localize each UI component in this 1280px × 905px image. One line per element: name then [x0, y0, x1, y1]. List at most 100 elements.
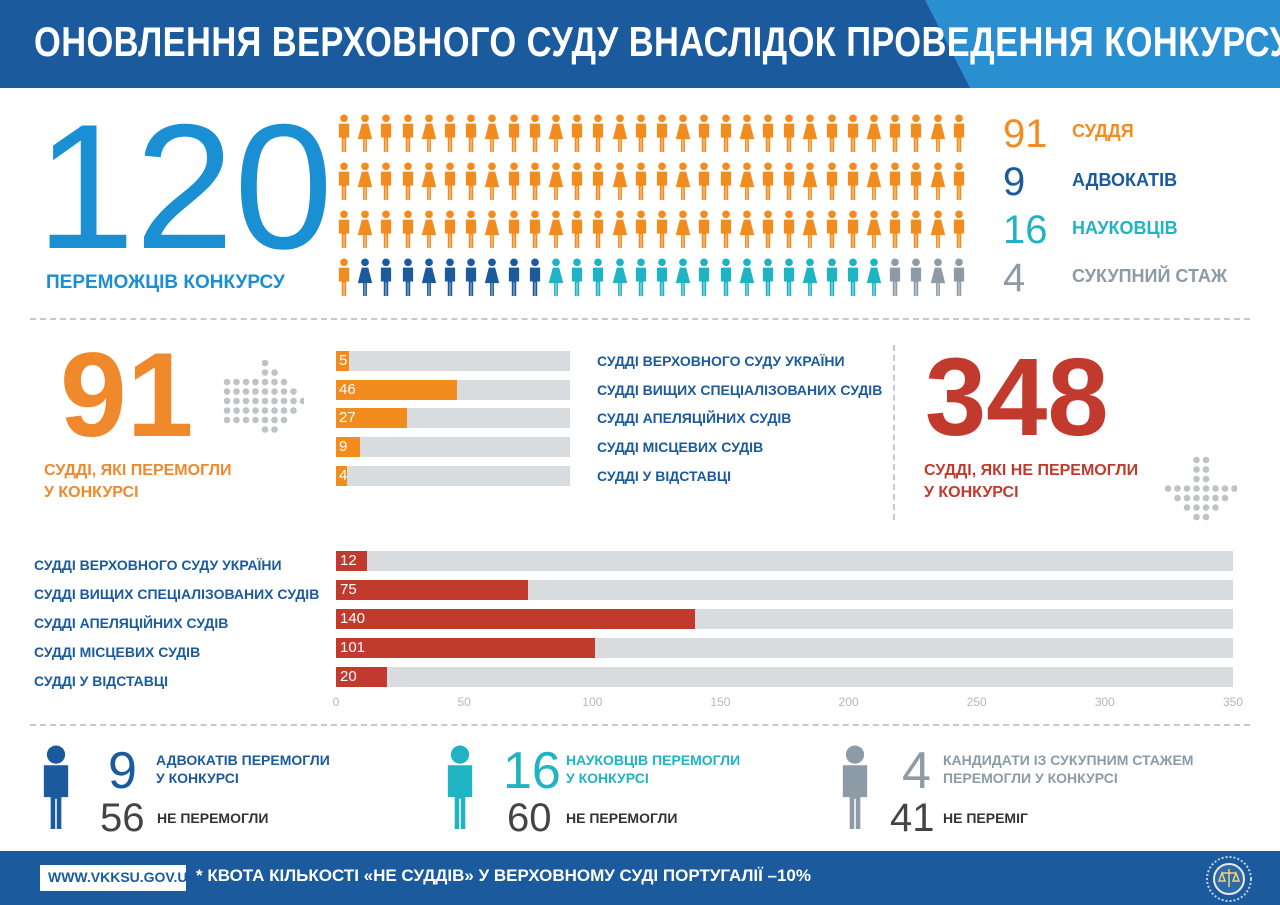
losing-judges-label-line1: СУДДІ, ЯКІ НЕ ПЕРЕМОГЛИ	[924, 462, 1139, 479]
arrow-dot	[223, 388, 231, 395]
arrow-dot	[1202, 466, 1210, 473]
arrow-dot	[1212, 485, 1219, 492]
winners-bar-track: 4	[336, 466, 570, 486]
woman-icon	[930, 114, 945, 152]
woman-icon	[930, 258, 945, 296]
scientists-won-number: 16	[503, 742, 561, 800]
woman-icon	[612, 258, 627, 296]
scientists-won-label-line1: НАУКОВЦІВ ПЕРЕМОГЛИ	[566, 752, 741, 768]
man-icon	[656, 114, 668, 152]
man-icon	[699, 114, 710, 152]
arrow-dot	[1183, 485, 1191, 492]
man-icon	[784, 258, 795, 296]
woman-icon	[421, 162, 436, 200]
footer-bar	[0, 851, 1280, 905]
arrow-dot	[271, 426, 278, 433]
man-icon	[529, 114, 540, 152]
losers-axis-tick: 350	[1222, 695, 1244, 709]
page-title: ОНОВЛЕННЯ ВЕРХОВНОГО СУДУ ВНАСЛІДОК ПРОВ…	[34, 18, 1280, 65]
lawyers-won-label: АДВОКАТІВ ПЕРЕМОГЛИ У КОНКУРСІ	[156, 751, 330, 787]
arrow-dot	[280, 388, 288, 395]
woman-icon	[866, 258, 882, 296]
arrow-dot	[261, 369, 269, 376]
man-icon	[826, 210, 837, 248]
arrow-dot	[1174, 494, 1181, 502]
arrow-down-dots-icon	[1164, 456, 1237, 521]
man-icon	[762, 162, 774, 200]
woman-icon	[930, 210, 945, 248]
woman-icon	[548, 258, 564, 296]
woman-icon	[675, 114, 691, 152]
arrow-dot	[242, 416, 250, 424]
arrow-dot	[252, 378, 259, 386]
arrow-dot	[1193, 475, 1200, 483]
legend-experience-label: СУКУПНИЙ СТАЖ	[1072, 266, 1228, 286]
arrow-dot	[1202, 504, 1210, 511]
arrow-dot	[1183, 504, 1191, 511]
winning-judges-label: СУДДІ, ЯКІ ПЕРЕМОГЛИ У КОНКУРСІ	[44, 460, 231, 504]
woman-icon	[485, 162, 500, 200]
arrow-right-dots-icon	[223, 359, 304, 433]
man-icon	[911, 162, 922, 200]
legend-scientists-number: 16	[1003, 208, 1048, 252]
man-icon	[444, 258, 456, 296]
people-row	[336, 258, 966, 298]
arrow-dot	[261, 359, 269, 367]
winners-bar-track: 9	[336, 437, 570, 457]
arrow-dot	[242, 407, 250, 414]
arrow-dot	[1202, 475, 1210, 483]
losers-bar-value: 101	[340, 639, 366, 656]
arrow-dot	[233, 378, 240, 386]
woman-icon	[739, 114, 754, 152]
arrow-dot	[242, 378, 250, 386]
woman-icon	[485, 210, 500, 248]
woman-icon	[930, 162, 945, 200]
woman-icon	[739, 258, 754, 296]
winners-bar-value: 4	[339, 467, 348, 484]
man-icon	[635, 114, 646, 152]
man-icon	[635, 162, 646, 200]
arrow-dot	[1231, 485, 1237, 492]
arrow-dot	[261, 388, 269, 395]
footer-url-link[interactable]: WWW.VKKSU.GOV.UA	[48, 869, 198, 885]
scientists-won-label-line2: У КОНКУРСІ	[566, 770, 649, 786]
people-row	[336, 114, 966, 154]
woman-icon	[548, 162, 564, 200]
winners-bar	[336, 408, 408, 428]
losers-bar-value: 12	[340, 552, 357, 569]
arrow-dot	[1193, 485, 1200, 492]
man-icon	[466, 114, 477, 152]
winners-bar-value: 5	[339, 352, 348, 369]
arrow-dot	[261, 378, 269, 386]
experience-won-label-line2: ПЕРЕМОГЛИ У КОНКУРСІ	[943, 770, 1118, 786]
winners-bar-track: 46	[336, 380, 570, 400]
man-icon	[953, 114, 964, 152]
arrow-dot	[233, 407, 240, 414]
man-icon	[784, 210, 795, 248]
man-icon	[911, 258, 922, 296]
man-icon	[656, 210, 668, 248]
man-icon	[338, 162, 350, 200]
experience-person-icon	[842, 745, 868, 829]
man-icon	[720, 114, 731, 152]
man-icon	[762, 114, 774, 152]
arrow-dot	[280, 397, 288, 405]
losers-axis-tick: 200	[838, 695, 859, 709]
arrow-dot	[1202, 513, 1210, 521]
man-icon	[762, 258, 774, 296]
lawyers-won-label-line1: АДВОКАТІВ ПЕРЕМОГЛИ	[156, 752, 330, 768]
arrow-dot	[1164, 485, 1172, 492]
losers-bar-track: 140	[336, 609, 1233, 629]
total-winners-label: ПЕРЕМОЖЦІВ КОНКУРСУ	[46, 272, 285, 293]
man-icon	[444, 162, 456, 200]
woman-icon	[675, 162, 691, 200]
arrow-dot	[261, 416, 269, 424]
woman-icon	[612, 114, 627, 152]
footer-url-box[interactable]	[40, 865, 186, 891]
man-icon	[529, 210, 540, 248]
man-icon	[338, 210, 350, 248]
winners-bar-track: 5	[336, 351, 570, 371]
arrow-dot	[271, 407, 278, 414]
losers-bar	[336, 551, 367, 571]
total-winners-number: 120	[36, 87, 333, 286]
